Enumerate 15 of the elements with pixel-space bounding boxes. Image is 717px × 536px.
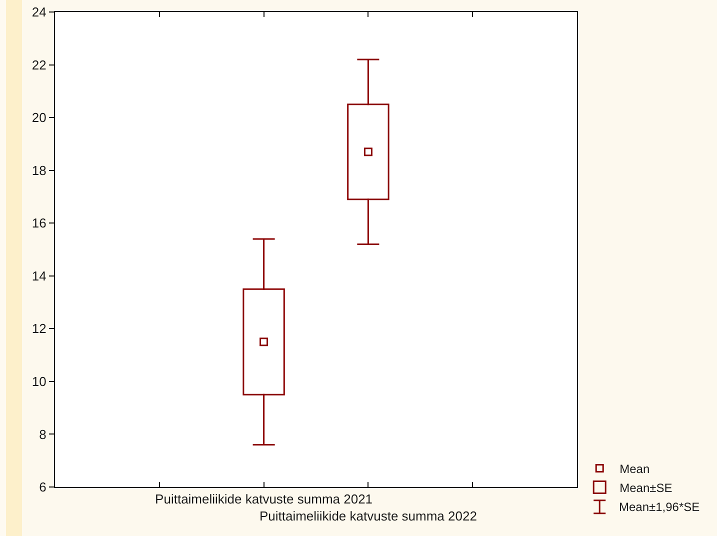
y-tick-label: 24 (32, 4, 46, 20)
y-tick-label: 10 (32, 374, 46, 389)
y-tick-label: 6 (39, 480, 46, 495)
legend-label: Mean (620, 462, 650, 476)
legend-label: Mean±SE (620, 480, 672, 495)
y-tick-label: 8 (39, 426, 46, 442)
y-tick-label: 14 (32, 268, 46, 284)
y-tick-label: 20 (32, 110, 46, 126)
y-tick-label: 18 (32, 162, 46, 178)
y-tick-label: 12 (32, 321, 46, 336)
text: Mean±1,96*SE (619, 500, 700, 514)
x-tick-label: Puittaimeliikide katvuste summa 2021 (155, 492, 373, 507)
y-tick-label: 16 (32, 216, 46, 231)
x-tick-label: Puittaimeliikide katvuste summa 2022 (259, 508, 477, 524)
y-tick-label: 22 (32, 57, 46, 72)
